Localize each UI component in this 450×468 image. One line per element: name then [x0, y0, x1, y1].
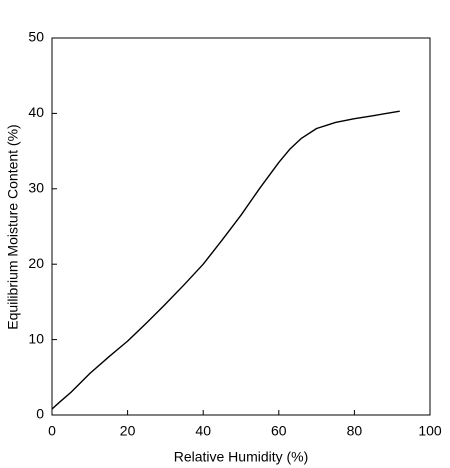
x-tick-label: 40: [195, 423, 211, 439]
y-tick-label: 40: [28, 104, 44, 120]
x-tick-label: 80: [347, 423, 363, 439]
y-tick-label: 10: [28, 330, 44, 346]
y-tick-label: 50: [28, 29, 44, 45]
x-tick-label: 20: [120, 423, 136, 439]
y-tick-label: 30: [28, 180, 44, 196]
y-tick-label: 0: [36, 406, 44, 422]
data-line: [51, 110, 400, 410]
x-axis-label: Relative Humidity (%): [174, 449, 309, 465]
x-tick-label: 60: [271, 423, 287, 439]
x-tick-label: 0: [48, 423, 56, 439]
y-axis-label: Equilibrium Moisture Content (%): [5, 124, 21, 329]
y-tick-label: 20: [28, 255, 44, 271]
x-tick-label: 100: [418, 423, 442, 439]
plot-frame: [51, 37, 431, 416]
